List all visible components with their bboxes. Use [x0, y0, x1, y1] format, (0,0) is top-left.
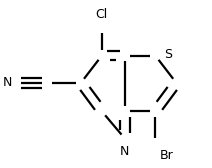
Text: S: S [164, 48, 172, 61]
Text: Cl: Cl [96, 8, 108, 21]
Text: N: N [3, 76, 13, 89]
Text: Br: Br [160, 149, 173, 162]
Text: N: N [120, 145, 130, 158]
